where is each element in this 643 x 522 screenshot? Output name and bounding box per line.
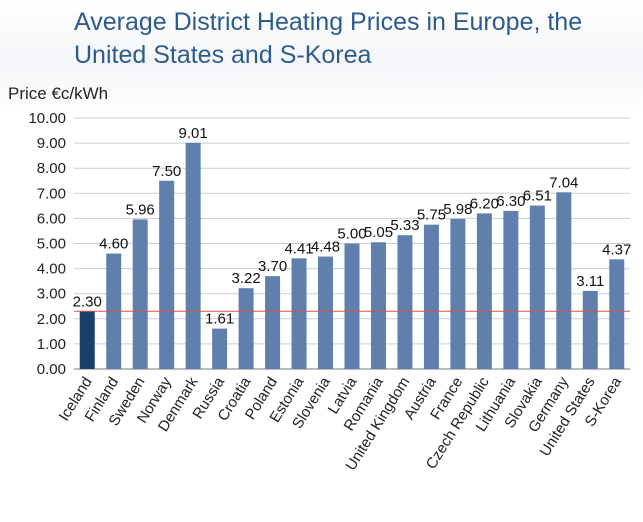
- bar-russia: [212, 328, 228, 369]
- y-tick-label: 10.00: [28, 110, 66, 127]
- bar-slovakia: [529, 205, 545, 369]
- category-labels: IcelandFinlandSwedenNorwayDenmarkRussiaC…: [56, 374, 626, 474]
- bar-iceland: [79, 311, 95, 369]
- bar-sweden: [132, 219, 148, 369]
- value-label: 6.51: [523, 188, 552, 205]
- value-label: 7.04: [549, 174, 578, 191]
- value-labels: 2.30 4.60 5.96 7.50 9.01 1.61 3.223.704.414.48…: [73, 125, 632, 328]
- value-label: 9.01: [179, 125, 208, 142]
- value-label: 5.05: [364, 224, 393, 241]
- value-label: 4.60: [99, 236, 128, 253]
- y-tick-label: 1.00: [37, 336, 66, 353]
- value-label: 6.20: [470, 195, 499, 212]
- value-label: 4.37: [602, 241, 631, 258]
- y-tick-label: 2.00: [37, 311, 66, 328]
- bar-croatia: [238, 288, 254, 369]
- y-tick-label: 4.00: [37, 261, 66, 278]
- bar-latvia: [344, 243, 360, 369]
- value-label: 4.41: [284, 240, 313, 257]
- value-label: 5.98: [443, 201, 472, 218]
- value-label: 3.22: [231, 270, 260, 287]
- value-label: 6.30: [496, 193, 525, 210]
- y-tick-label: 3.00: [37, 286, 66, 303]
- value-label: 3.11: [576, 273, 604, 290]
- value-label: 5.96: [126, 201, 155, 218]
- value-label: 5.33: [390, 217, 419, 234]
- y-tick-label: 8.00: [37, 160, 66, 177]
- y-tick-labels: 0.00 1.00 2.00 3.00 4.00 5.00 6.00 7.00 8.00 9.00…: [28, 110, 66, 378]
- bar-united-states: [582, 290, 598, 369]
- value-label: 1.61: [205, 311, 234, 328]
- bar-norway: [159, 180, 175, 369]
- bar-lithuania: [503, 210, 519, 369]
- value-label: 4.48: [311, 239, 340, 256]
- bar-france: [450, 218, 466, 369]
- chart-title: Average District Heating Prices in Europ…: [74, 8, 583, 69]
- y-tick-label: 6.00: [37, 210, 66, 227]
- value-label: 5.00: [337, 226, 366, 243]
- bar-estonia: [291, 258, 307, 369]
- bar-slovenia: [318, 256, 334, 369]
- value-label: 5.75: [417, 207, 446, 224]
- y-tick-label: 0.00: [37, 361, 66, 378]
- bar-germany: [556, 192, 572, 369]
- y-tick-label: 7.00: [37, 185, 66, 202]
- bar-romania: [370, 242, 386, 369]
- bar-austria: [423, 224, 439, 369]
- bar-denmark: [185, 142, 201, 369]
- value-label: 3.70: [258, 258, 287, 275]
- value-label: 7.50: [152, 163, 181, 180]
- y-tick-label: 5.00: [37, 236, 66, 253]
- bar-poland: [265, 276, 281, 369]
- bar-czech-republic: [476, 213, 492, 369]
- y-tick-label: 9.00: [37, 135, 66, 152]
- bar-s-korea: [609, 259, 625, 369]
- value-label: 2.30: [73, 293, 102, 310]
- y-axis-label: Price €c/kWh: [8, 84, 109, 103]
- bar-united-kingdom: [397, 235, 413, 369]
